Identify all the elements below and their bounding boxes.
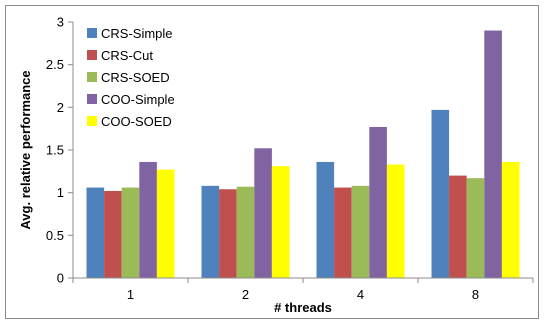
y-tick-label: 1.5	[46, 143, 64, 158]
y-tick-label: 2	[57, 100, 64, 115]
bars-group	[86, 30, 520, 279]
legend-swatch	[87, 50, 97, 60]
bar-crs-soed-8	[466, 178, 485, 278]
x-axis-title: # threads	[274, 300, 332, 315]
bar-crs-simple-1	[86, 187, 105, 278]
x-tick-label: 4	[357, 287, 364, 302]
y-tick-label: 1	[57, 185, 64, 200]
bar-crs-cut-1	[104, 190, 122, 278]
legend: CRS-Simple CRS-Cut CRS-SOED COO-Simple COO-S…	[87, 26, 175, 129]
bar-coo-simple-8	[484, 30, 502, 279]
legend-label: CRS-Simple	[101, 26, 173, 41]
y-tick-label: 0.5	[46, 228, 64, 243]
bar-coo-soed-1	[156, 169, 175, 278]
x-tick-label: 8	[472, 287, 479, 302]
bar-crs-soed-1	[121, 187, 140, 278]
y-tick-label: 0	[57, 271, 64, 286]
legend-label: COO-SOED	[101, 114, 172, 129]
x-tick-label: 2	[242, 287, 249, 302]
bar-coo-simple-2	[254, 148, 272, 278]
bar-crs-cut-8	[449, 175, 467, 278]
y-axis-title: Avg. relative performance	[18, 70, 33, 229]
x-ticks-group: 1 2 4 8	[72, 278, 534, 302]
bar-crs-simple-8	[431, 109, 450, 278]
legend-swatch	[87, 28, 97, 38]
bar-crs-soed-2	[236, 186, 255, 278]
y-ticks-group: 0 0.5 1 1.5 2 2.5 3	[46, 15, 73, 286]
legend-label: COO-Simple	[101, 92, 175, 107]
legend-swatch	[87, 116, 97, 126]
bar-coo-soed-8	[501, 161, 520, 278]
y-tick-label: 2.5	[46, 57, 64, 72]
bar-crs-soed-4	[351, 185, 370, 278]
x-tick-label: 1	[127, 287, 134, 302]
legend-swatch	[87, 72, 97, 82]
legend-label: CRS-SOED	[101, 70, 170, 85]
bar-coo-soed-2	[271, 166, 290, 278]
bar-crs-simple-2	[201, 185, 220, 278]
bar-crs-simple-4	[316, 161, 335, 278]
bar-coo-simple-1	[139, 161, 157, 278]
bar-coo-simple-4	[369, 126, 387, 279]
legend-swatch	[87, 94, 97, 104]
y-tick-label: 3	[57, 15, 64, 30]
bar-coo-soed-4	[386, 164, 405, 278]
bar-crs-cut-2	[219, 189, 237, 278]
bar-crs-cut-4	[334, 187, 352, 278]
legend-label: CRS-Cut	[101, 48, 153, 63]
